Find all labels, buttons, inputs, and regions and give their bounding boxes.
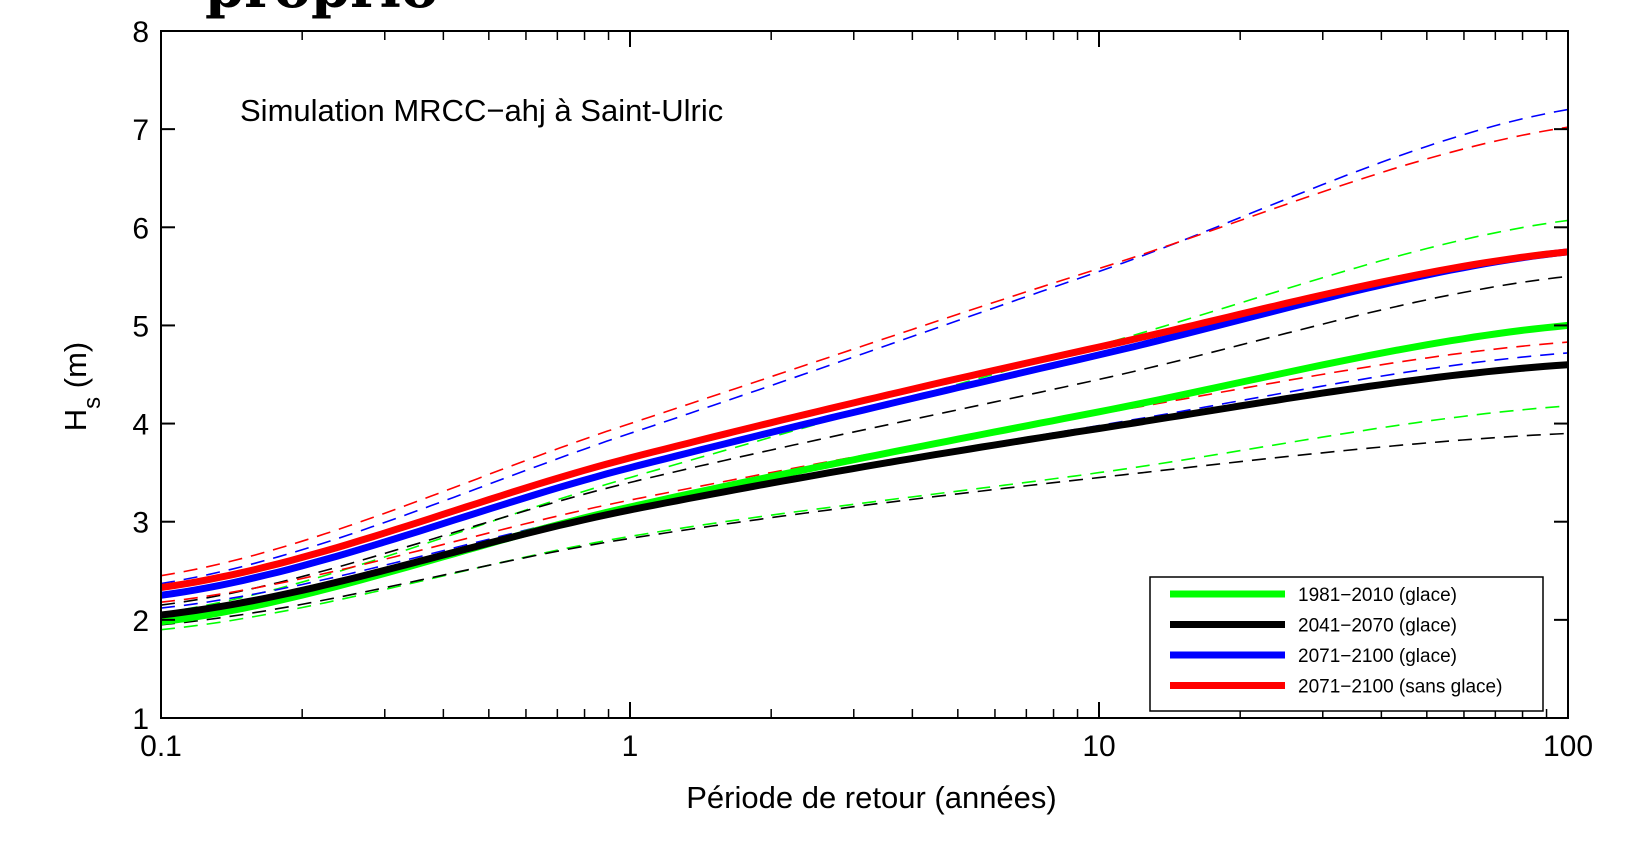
plot-frame (160, 30, 1569, 719)
series-2071-2100-sans-glace-upper-bound (161, 126, 1568, 577)
series-1981-2010-glace-lower-bound (161, 405, 1568, 631)
x-tick-label-3: 100 (1543, 730, 1593, 763)
series-2041-2070-glace-upper-bound (161, 275, 1568, 606)
y-tick-label-5: 5 (132, 310, 149, 343)
legend-label-2071-2100-glace: 2071−2100 (glace) (1298, 646, 1457, 667)
y-tick-label-8: 8 (132, 16, 149, 49)
y-axis-label-unit: (m) (58, 342, 93, 397)
x-tick-label-1: 1 (622, 730, 639, 763)
legend-label-1981-2010-glace: 1981−2010 (glace) (1298, 585, 1457, 606)
legend: 1981−2010 (glace) 2041−2070 (glace) 2071−2… (1149, 576, 1544, 712)
y-tick-label-1: 1 (132, 703, 149, 736)
series-1981-2010-glace-upper-bound (161, 219, 1568, 614)
cut-off-title: proprio (205, 0, 438, 21)
series-2071-2100-glace-upper-bound (161, 108, 1568, 585)
series-2041-2070-glace-line (161, 361, 1568, 619)
title-layer: proprio (205, 0, 438, 21)
y-axis-label-subscript: s (79, 397, 106, 409)
y-tick-label-3: 3 (132, 507, 149, 540)
legend-label-2041-2070-glace: 2041−2070 (glace) (1298, 616, 1457, 637)
y-tick-label-6: 6 (132, 212, 149, 245)
x-axis-label: Période de retour (années) (686, 780, 1057, 815)
y-tick-label-4: 4 (132, 409, 149, 442)
x-tick-label-2: 10 (1082, 730, 1115, 763)
series-2071-2100-sans-glace-line (161, 248, 1568, 591)
series-2071-2100-sans-glace-lower-bound (161, 341, 1568, 603)
y-tick-label-2: 2 (132, 605, 149, 638)
y-axis-label: Hs (m) (58, 342, 106, 431)
x-tick-label-0: 0.1 (140, 730, 182, 763)
series-2041-2070-glace-lower-bound (161, 432, 1568, 626)
y-tick-label-7: 7 (132, 114, 149, 147)
chart-annotation: Simulation MRCC−ahj à Saint-Ulric (240, 93, 723, 128)
legend-label-2071-2100-sans-glace: 2071−2100 (sans glace) (1298, 677, 1502, 698)
series-2071-2100-glace-line (161, 248, 1568, 599)
y-axis-label-symbol: H (58, 409, 93, 431)
data-marks (161, 108, 1568, 631)
